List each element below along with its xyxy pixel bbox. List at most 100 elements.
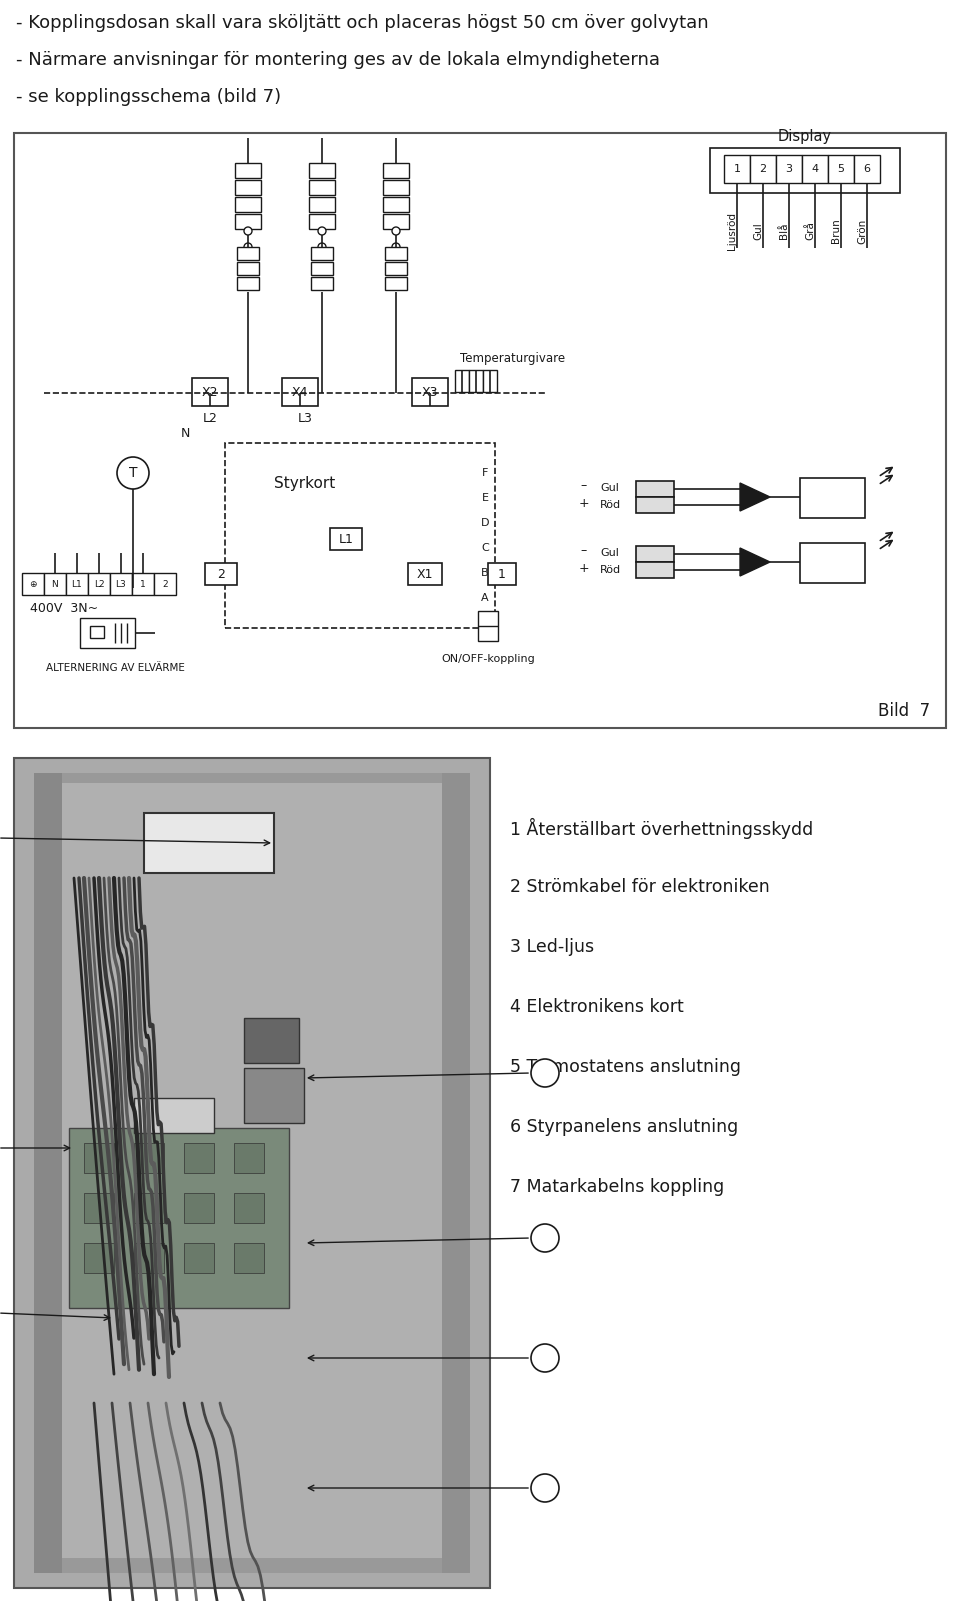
- Bar: [309, 215, 335, 229]
- Text: 6: 6: [541, 1351, 549, 1364]
- Text: B: B: [481, 568, 489, 578]
- Bar: [234, 1193, 264, 1223]
- Text: L1: L1: [72, 580, 83, 589]
- Bar: [110, 573, 132, 596]
- Text: L1: L1: [339, 533, 353, 546]
- Bar: [237, 277, 259, 290]
- Text: L2: L2: [203, 411, 217, 424]
- Text: Styrkort: Styrkort: [275, 475, 336, 490]
- Text: 7 Matarkabelns koppling: 7 Matarkabelns koppling: [510, 1178, 724, 1196]
- Circle shape: [531, 1343, 559, 1372]
- Bar: [134, 1098, 214, 1134]
- Circle shape: [531, 1475, 559, 1502]
- Text: Display: Display: [778, 128, 832, 144]
- Bar: [309, 163, 335, 178]
- Text: 5: 5: [837, 163, 845, 175]
- Bar: [724, 155, 750, 183]
- Bar: [34, 773, 470, 1574]
- Circle shape: [531, 1225, 559, 1252]
- Text: 4: 4: [811, 163, 819, 175]
- Text: F: F: [482, 467, 489, 479]
- Text: ⊕: ⊕: [29, 580, 36, 589]
- Bar: [383, 197, 409, 211]
- Bar: [383, 179, 409, 195]
- Bar: [636, 496, 674, 512]
- Bar: [311, 263, 333, 275]
- Text: - Kopplingsdosan skall vara sköljtätt och placeras högst 50 cm över golvytan: - Kopplingsdosan skall vara sköljtätt oc…: [16, 14, 708, 32]
- Text: 6 Styrpanelens anslutning: 6 Styrpanelens anslutning: [510, 1117, 738, 1137]
- Circle shape: [244, 243, 252, 251]
- Bar: [69, 1129, 289, 1308]
- Text: 1: 1: [140, 580, 146, 589]
- Bar: [488, 564, 516, 584]
- Text: Brun: Brun: [831, 219, 841, 243]
- Polygon shape: [740, 548, 770, 576]
- Circle shape: [318, 243, 326, 251]
- Text: 400V  3N~: 400V 3N~: [30, 602, 98, 615]
- Bar: [383, 163, 409, 178]
- Bar: [442, 773, 470, 1574]
- Text: L2: L2: [94, 580, 105, 589]
- Bar: [234, 1242, 264, 1273]
- Bar: [309, 197, 335, 211]
- Bar: [800, 479, 865, 519]
- Text: D: D: [481, 519, 490, 528]
- Text: Blå: Blå: [779, 223, 789, 239]
- Bar: [134, 1193, 164, 1223]
- Bar: [235, 215, 261, 229]
- Bar: [636, 562, 674, 578]
- Bar: [330, 528, 362, 551]
- Bar: [309, 179, 335, 195]
- Bar: [478, 612, 498, 640]
- Text: - se kopplingsschema (bild 7): - se kopplingsschema (bild 7): [16, 88, 281, 106]
- Bar: [412, 378, 448, 407]
- Circle shape: [392, 227, 400, 235]
- Text: N: N: [52, 580, 59, 589]
- Text: A: A: [481, 592, 489, 604]
- Bar: [802, 155, 828, 183]
- Bar: [66, 573, 88, 596]
- Text: +: +: [579, 496, 589, 509]
- Text: Temperaturgivare: Temperaturgivare: [460, 352, 565, 365]
- Bar: [311, 247, 333, 259]
- Bar: [408, 564, 442, 584]
- Text: X1: X1: [417, 567, 433, 581]
- Bar: [854, 155, 880, 183]
- Bar: [455, 370, 469, 392]
- Bar: [235, 197, 261, 211]
- Bar: [184, 1143, 214, 1174]
- Text: Gul: Gul: [753, 223, 763, 240]
- Bar: [84, 1193, 114, 1223]
- Bar: [385, 277, 407, 290]
- Text: ON/OFF-koppling: ON/OFF-koppling: [442, 653, 535, 664]
- Bar: [205, 564, 237, 584]
- Bar: [244, 1018, 299, 1063]
- Bar: [636, 480, 674, 496]
- Bar: [90, 626, 104, 639]
- Bar: [14, 757, 490, 1588]
- Circle shape: [318, 227, 326, 235]
- Text: X3: X3: [421, 386, 439, 399]
- Bar: [244, 1068, 304, 1122]
- Text: Gul: Gul: [600, 484, 619, 493]
- Text: 2: 2: [759, 163, 767, 175]
- Text: Röd: Röd: [600, 565, 621, 575]
- Text: ALTERNERING AV ELVÄRME: ALTERNERING AV ELVÄRME: [45, 663, 184, 672]
- Bar: [385, 247, 407, 259]
- Bar: [282, 378, 318, 407]
- Bar: [237, 247, 259, 259]
- Text: –: –: [581, 544, 588, 557]
- Text: 1 Återställbart överhettningsskydd: 1 Återställbart överhettningsskydd: [510, 818, 813, 839]
- Text: Gul: Gul: [600, 548, 619, 559]
- Text: T: T: [129, 466, 137, 480]
- Text: 3 Led-ljus: 3 Led-ljus: [510, 938, 594, 956]
- Text: 2 Strömkabel för elektroniken: 2 Strömkabel för elektroniken: [510, 877, 770, 897]
- Bar: [34, 773, 62, 1574]
- Text: L3: L3: [298, 411, 312, 424]
- Bar: [192, 378, 228, 407]
- Bar: [235, 179, 261, 195]
- Bar: [311, 277, 333, 290]
- Text: –: –: [581, 480, 588, 493]
- Text: 6: 6: [863, 163, 871, 175]
- Bar: [184, 1193, 214, 1223]
